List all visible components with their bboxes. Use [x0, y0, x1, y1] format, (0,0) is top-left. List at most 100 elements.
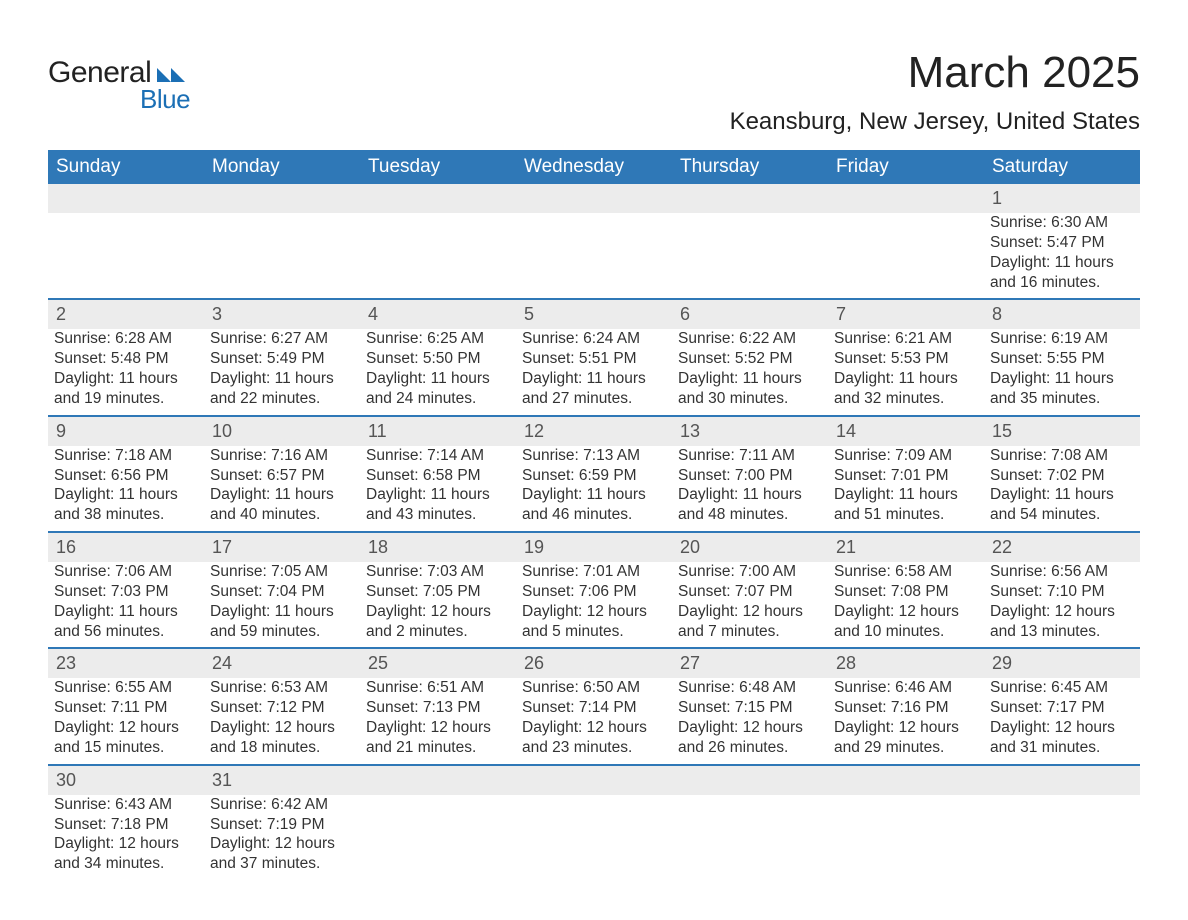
daylight2-text: and 48 minutes.	[678, 505, 822, 525]
sunset-text: Sunset: 7:05 PM	[366, 582, 510, 602]
daynum-row: 16171819202122	[48, 532, 1140, 562]
day-detail-cell: Sunrise: 7:14 AMSunset: 6:58 PMDaylight:…	[360, 446, 516, 532]
daylight1-text: Daylight: 11 hours	[990, 369, 1134, 389]
daylight1-text: Daylight: 12 hours	[366, 602, 510, 622]
sunset-text: Sunset: 7:15 PM	[678, 698, 822, 718]
daylight1-text: Daylight: 11 hours	[678, 485, 822, 505]
weekday-header: Thursday	[672, 150, 828, 184]
daylight2-text: and 46 minutes.	[522, 505, 666, 525]
daylight2-text: and 32 minutes.	[834, 389, 978, 409]
day-detail-cell	[516, 795, 672, 880]
sunrise-text: Sunrise: 6:45 AM	[990, 678, 1134, 698]
day-detail-row: Sunrise: 6:28 AMSunset: 5:48 PM Daylight:…	[48, 329, 1140, 415]
day-detail-cell: Sunrise: 7:09 AMSunset: 7:01 PMDaylight:…	[828, 446, 984, 532]
daylight1-text: Daylight: 11 hours	[522, 369, 666, 389]
day-detail-cell: Sunrise: 7:00 AMSunset: 7:07 PMDaylight:…	[672, 562, 828, 648]
day-number-cell	[360, 765, 516, 795]
daylight2-text: and 16 minutes.	[990, 273, 1134, 293]
daylight1-text: Daylight: 12 hours	[522, 602, 666, 622]
daylight2-text: and 51 minutes.	[834, 505, 978, 525]
sunset-text: Sunset: 7:07 PM	[678, 582, 822, 602]
sunrise-text: Sunrise: 6:21 AM	[834, 329, 978, 349]
sunrise-text: Sunrise: 6:27 AM	[210, 329, 354, 349]
sunrise-text: Sunrise: 7:00 AM	[678, 562, 822, 582]
logo-text-general: General	[48, 56, 151, 90]
daylight2-text: and 5 minutes.	[522, 622, 666, 642]
day-detail-cell	[360, 213, 516, 299]
daylight1-text: Daylight: 12 hours	[522, 718, 666, 738]
day-detail-cell: Sunrise: 7:01 AMSunset: 7:06 PMDaylight:…	[516, 562, 672, 648]
daylight1-text: Daylight: 12 hours	[210, 834, 354, 854]
day-detail-cell	[672, 213, 828, 299]
day-number-cell	[828, 765, 984, 795]
day-number-cell: 13	[672, 416, 828, 446]
day-number-cell: 26	[516, 648, 672, 678]
sunrise-text: Sunrise: 6:24 AM	[522, 329, 666, 349]
day-detail-cell	[672, 795, 828, 880]
daylight2-text: and 22 minutes.	[210, 389, 354, 409]
sunset-text: Sunset: 7:01 PM	[834, 466, 978, 486]
daylight1-text: Daylight: 11 hours	[54, 485, 198, 505]
sunrise-text: Sunrise: 7:05 AM	[210, 562, 354, 582]
daylight2-text: and 54 minutes.	[990, 505, 1134, 525]
day-detail-cell	[516, 213, 672, 299]
daylight1-text: Daylight: 12 hours	[54, 834, 198, 854]
sunset-text: Sunset: 6:58 PM	[366, 466, 510, 486]
day-detail-cell: Sunrise: 6:46 AMSunset: 7:16 PMDaylight:…	[828, 678, 984, 764]
logo-text-blue: Blue	[140, 84, 190, 115]
day-detail-cell	[48, 213, 204, 299]
sunrise-text: Sunrise: 6:42 AM	[210, 795, 354, 815]
daylight2-text: and 26 minutes.	[678, 738, 822, 758]
daylight2-text: and 35 minutes.	[990, 389, 1134, 409]
day-detail-cell: Sunrise: 7:06 AMSunset: 7:03 PMDaylight:…	[48, 562, 204, 648]
day-number-cell	[516, 184, 672, 213]
daylight1-text: Daylight: 12 hours	[678, 602, 822, 622]
day-detail-row: Sunrise: 7:18 AMSunset: 6:56 PMDaylight:…	[48, 446, 1140, 532]
sunrise-text: Sunrise: 7:06 AM	[54, 562, 198, 582]
daylight1-text: Daylight: 11 hours	[366, 369, 510, 389]
sunrise-text: Sunrise: 7:09 AM	[834, 446, 978, 466]
day-detail-cell: Sunrise: 7:05 AMSunset: 7:04 PMDaylight:…	[204, 562, 360, 648]
day-number-cell: 21	[828, 532, 984, 562]
daylight1-text: Daylight: 11 hours	[834, 369, 978, 389]
sunset-text: Sunset: 7:04 PM	[210, 582, 354, 602]
day-detail-cell: Sunrise: 6:24 AMSunset: 5:51 PMDaylight:…	[516, 329, 672, 415]
daylight1-text: Daylight: 11 hours	[210, 485, 354, 505]
day-number-cell	[672, 765, 828, 795]
daynum-row: 3031	[48, 765, 1140, 795]
daylight1-text: Daylight: 12 hours	[54, 718, 198, 738]
day-detail-cell: Sunrise: 6:19 AMSunset: 5:55 PMDaylight:…	[984, 329, 1140, 415]
day-detail-row: Sunrise: 6:55 AMSunset: 7:11 PMDaylight:…	[48, 678, 1140, 764]
day-number-cell: 2	[48, 299, 204, 329]
day-detail-row: Sunrise: 6:30 AMSunset: 5:47 PMDaylight:…	[48, 213, 1140, 299]
daylight2-text: and 31 minutes.	[990, 738, 1134, 758]
sunset-text: Sunset: 5:48 PM	[54, 349, 198, 369]
daylight2-text: and 27 minutes.	[522, 389, 666, 409]
day-detail-cell: Sunrise: 7:11 AMSunset: 7:00 PMDaylight:…	[672, 446, 828, 532]
sunrise-text: Sunrise: 6:28 AM	[54, 329, 198, 349]
daylight1-text: Daylight: 11 hours	[54, 602, 198, 622]
day-number-cell: 10	[204, 416, 360, 446]
day-detail-cell: Sunrise: 7:13 AMSunset: 6:59 PMDaylight:…	[516, 446, 672, 532]
sunset-text: Sunset: 7:02 PM	[990, 466, 1134, 486]
day-number-cell: 8	[984, 299, 1140, 329]
sunrise-text: Sunrise: 6:25 AM	[366, 329, 510, 349]
daylight2-text: and 2 minutes.	[366, 622, 510, 642]
sunset-text: Sunset: 7:00 PM	[678, 466, 822, 486]
daylight2-text: and 10 minutes.	[834, 622, 978, 642]
calendar-table: Sunday Monday Tuesday Wednesday Thursday…	[48, 150, 1140, 880]
day-number-cell	[828, 184, 984, 213]
calendar-body: 1Sunrise: 6:30 AMSunset: 5:47 PMDaylight…	[48, 184, 1140, 880]
day-detail-cell: Sunrise: 6:48 AMSunset: 7:15 PMDaylight:…	[672, 678, 828, 764]
day-number-cell: 9	[48, 416, 204, 446]
sunset-text: Sunset: 7:13 PM	[366, 698, 510, 718]
daylight1-text: Daylight: 12 hours	[210, 718, 354, 738]
sunrise-text: Sunrise: 6:46 AM	[834, 678, 978, 698]
day-detail-cell: Sunrise: 6:27 AMSunset: 5:49 PMDaylight:…	[204, 329, 360, 415]
weekday-header: Wednesday	[516, 150, 672, 184]
day-number-cell: 27	[672, 648, 828, 678]
sunset-text: Sunset: 7:08 PM	[834, 582, 978, 602]
sunrise-text: Sunrise: 7:18 AM	[54, 446, 198, 466]
day-detail-cell	[204, 213, 360, 299]
day-number-cell: 6	[672, 299, 828, 329]
